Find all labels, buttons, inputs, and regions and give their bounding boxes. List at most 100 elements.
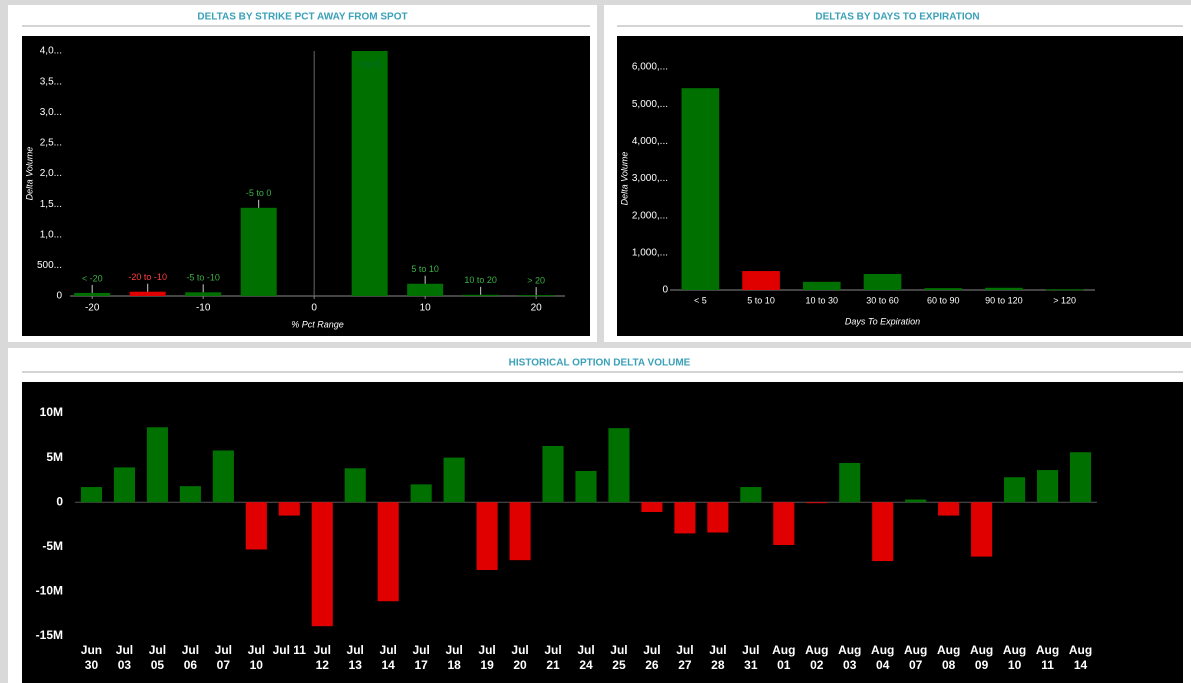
plot-area: [22, 36, 590, 336]
bar: [212, 450, 234, 503]
bar: [80, 487, 103, 503]
bar: [146, 427, 168, 503]
bar: [462, 294, 499, 296]
y-tick-label: 1,000,...: [632, 247, 668, 258]
x-tick-label: 10: [420, 303, 432, 314]
bar: [1004, 477, 1026, 503]
x-tick-label: Jul 28: [709, 643, 727, 672]
x-tick-label: Jul 14: [379, 643, 397, 672]
x-tick-label: Jul 12: [313, 643, 331, 672]
x-tick-label: Aug 08: [936, 643, 961, 672]
bar-label: -5 to -10: [186, 273, 220, 283]
x-tick-label: Jun 30: [80, 643, 103, 672]
x-tick-label: Jul 13: [346, 643, 364, 672]
y-tick-label: 3,0...: [40, 107, 62, 118]
y-tick-label: -15M: [36, 628, 63, 642]
y-axis-label: Delta Volume: [619, 152, 629, 206]
x-tick-label: 30 to 60: [866, 295, 899, 305]
x-tick-label: Jul 21: [544, 643, 562, 672]
y-tick-label: 10M: [40, 405, 63, 419]
y-tick-label: 4,0...: [40, 46, 62, 57]
x-tick-label: 60 to 90: [927, 295, 960, 305]
bar: [707, 502, 729, 533]
bar: [575, 470, 597, 503]
x-axis-label: % Pct Range: [291, 319, 344, 329]
bar: [863, 274, 902, 290]
bar: [351, 51, 388, 296]
y-tick-label: 1,5...: [40, 199, 62, 210]
y-tick-label: 5,000,...: [632, 99, 668, 110]
bar: [74, 292, 111, 296]
x-tick-label: Aug 11: [1035, 643, 1060, 672]
bar: [1036, 470, 1059, 503]
y-tick-label: 0: [56, 291, 62, 302]
bar: [410, 484, 432, 503]
bar: [608, 428, 630, 503]
x-tick-label: Jul 06: [181, 643, 200, 672]
bar: [129, 291, 166, 296]
bar-label: < -20: [82, 273, 103, 283]
bar: [542, 446, 564, 503]
bar: [641, 502, 663, 513]
x-tick-label: Jul 26: [643, 643, 661, 672]
bar: [443, 457, 465, 503]
bar: [185, 292, 222, 296]
x-tick-label: Jul 18: [445, 643, 463, 672]
x-tick-label: Jul 11: [272, 643, 306, 657]
chart-title: DELTAS BY DAYS TO EXPIRATION: [815, 12, 979, 23]
bar: [509, 502, 531, 561]
y-tick-label: 0: [56, 494, 63, 508]
x-tick-label: -20: [85, 303, 100, 314]
x-tick-label: 5 to 10: [747, 295, 775, 305]
y-tick-label: 4,000,...: [632, 136, 668, 147]
x-tick-label: Aug 03: [838, 643, 862, 672]
x-tick-label: < 5: [694, 295, 707, 305]
x-tick-label: Aug 14: [1068, 643, 1093, 672]
y-tick-label: 2,5...: [40, 138, 62, 149]
bar: [872, 502, 894, 562]
x-tick-label: Aug 04: [871, 643, 895, 672]
y-tick-label: 3,000,...: [632, 173, 668, 184]
bar: [311, 502, 333, 627]
bar: [1045, 289, 1084, 291]
bar: [245, 502, 267, 550]
y-tick-label: 1,0...: [40, 229, 62, 240]
bar: [802, 281, 841, 290]
y-tick-label: 2,000,...: [632, 210, 668, 221]
bar: [113, 467, 136, 503]
y-tick-label: 3,5...: [40, 76, 62, 87]
x-axis-label: Days To Expiration: [845, 316, 920, 326]
bar-label: -5 to 0: [246, 188, 272, 198]
x-tick-label: Aug 07: [904, 643, 928, 672]
x-tick-label: 0: [311, 303, 317, 314]
bar: [1069, 452, 1092, 503]
bar: [773, 502, 795, 546]
bar: [839, 462, 861, 503]
bar: [806, 502, 828, 504]
y-tick-label: 5M: [46, 450, 63, 464]
y-tick-label: -10M: [36, 584, 63, 598]
bar: [377, 502, 399, 602]
x-tick-label: 20: [531, 303, 543, 314]
x-tick-label: Jul 03: [115, 643, 134, 672]
plot-area: [22, 382, 1183, 683]
y-tick-label: 500...: [37, 260, 62, 271]
x-tick-label: Aug 09: [969, 643, 994, 672]
bar: [924, 288, 963, 290]
x-tick-label: Jul 07: [214, 643, 233, 672]
bar: [985, 287, 1023, 290]
bar: [476, 502, 498, 570]
y-tick-label: 2,0...: [40, 168, 62, 179]
bar-label: 5 to 10: [411, 264, 439, 274]
x-tick-label: Aug 01: [772, 643, 796, 672]
chart-title: HISTORICAL OPTION DELTA VOLUME: [509, 358, 691, 369]
bar: [742, 271, 780, 290]
y-tick-label: 6,000,...: [632, 62, 668, 73]
bar-label: > 20: [527, 275, 545, 285]
x-tick-label: Jul 05: [148, 643, 167, 672]
bar: [240, 207, 277, 296]
x-tick-label: Jul 24: [577, 643, 595, 672]
x-tick-label: Jul 20: [511, 643, 529, 672]
